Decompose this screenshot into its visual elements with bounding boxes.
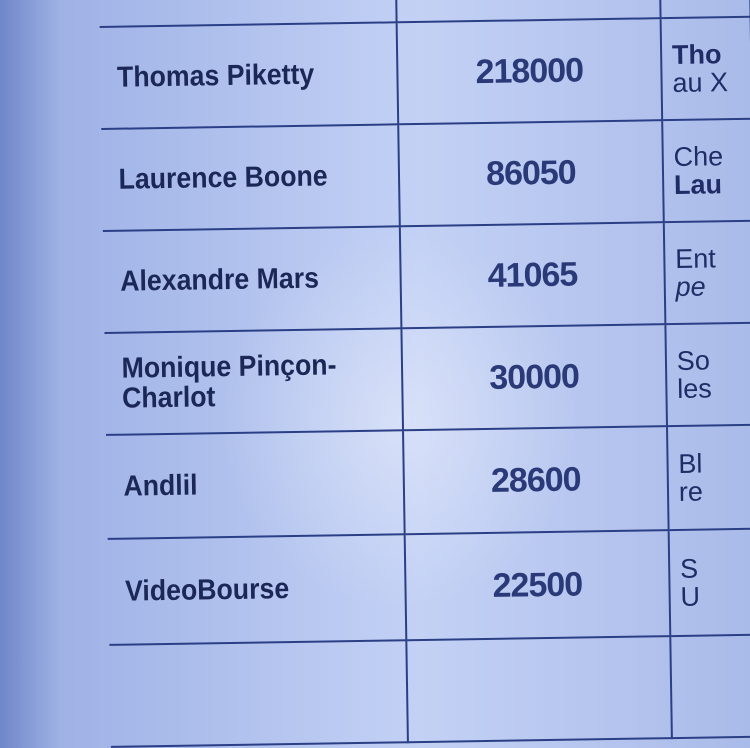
desc-line: Tho bbox=[671, 39, 722, 70]
desc-line: au X bbox=[672, 67, 729, 98]
desc-line: pe bbox=[675, 271, 706, 302]
desc-line: Che bbox=[673, 141, 724, 172]
table-row: Monique Pinçon-Charlot 30000 So les bbox=[104, 322, 750, 435]
follower-count: 86050 bbox=[398, 120, 664, 227]
table-row: Andlil 28600 Bl re bbox=[106, 424, 750, 539]
desc-line: U bbox=[680, 581, 701, 612]
table-row-partial bbox=[109, 634, 750, 747]
table-row: Alexandre Mars 41065 Ent pe bbox=[102, 220, 750, 333]
person-name: Monique Pinçon-Charlot bbox=[104, 328, 380, 435]
person-name: Laurence Boone bbox=[101, 124, 377, 231]
description: So les bbox=[665, 322, 750, 427]
follower-count: 41065 bbox=[399, 222, 666, 329]
follower-count: 30000 bbox=[401, 324, 667, 431]
follower-count: 22500 bbox=[404, 530, 671, 641]
description: Bl re bbox=[666, 424, 750, 531]
follower-count: 218000 bbox=[396, 18, 663, 125]
person-name: VideoBourse bbox=[107, 534, 383, 645]
description: Tho au X bbox=[660, 16, 750, 121]
desc-line: Bl bbox=[678, 448, 703, 479]
desc-line: re bbox=[678, 476, 704, 507]
desc-line: So bbox=[676, 345, 711, 376]
table-row: Laurence Boone 86050 Che Lau bbox=[101, 118, 750, 231]
person-name: Andlil bbox=[106, 430, 381, 539]
desc-line: S bbox=[679, 553, 699, 584]
table-row: Thomas Piketty 218000 Tho au X bbox=[99, 16, 750, 129]
ranking-table: Thomas Piketty 218000 Tho au X Laurence B… bbox=[98, 0, 750, 748]
person-name: Thomas Piketty bbox=[99, 22, 375, 129]
desc-line: Lau bbox=[673, 169, 723, 200]
desc-line: Ent bbox=[674, 243, 716, 274]
description: Che Lau bbox=[662, 118, 750, 223]
description: Ent pe bbox=[663, 220, 750, 325]
follower-count: 28600 bbox=[402, 426, 669, 535]
person-name: Alexandre Mars bbox=[102, 226, 378, 333]
desc-line: les bbox=[676, 373, 712, 404]
